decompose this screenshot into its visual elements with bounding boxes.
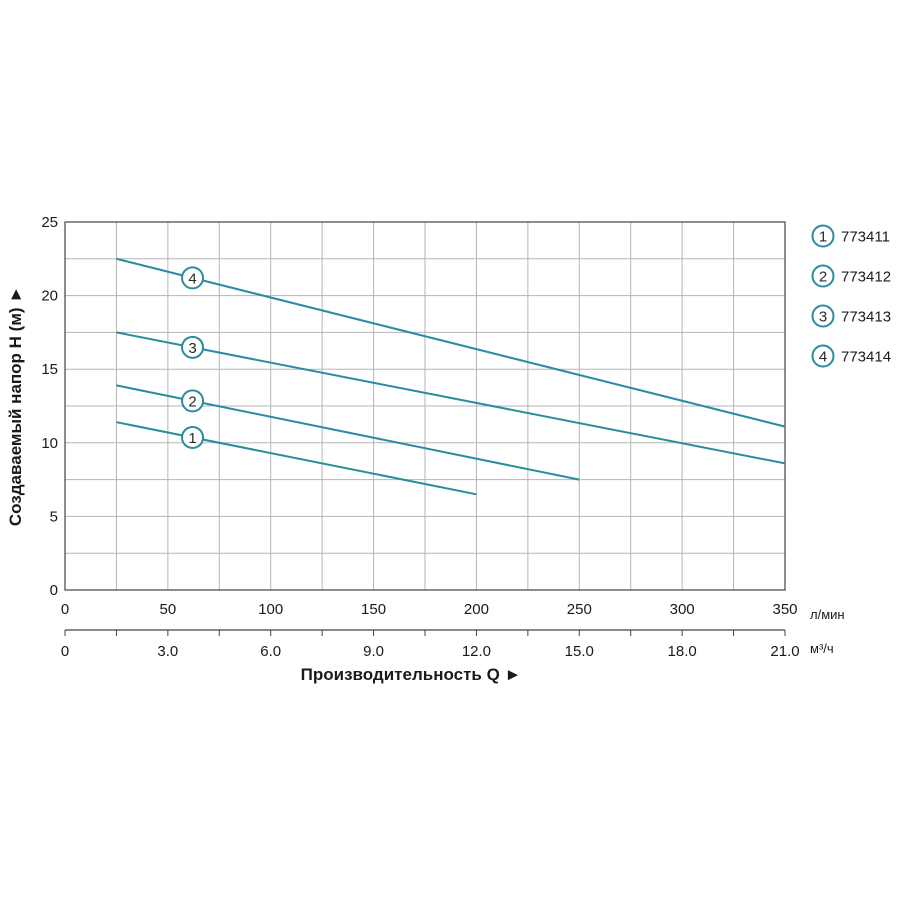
legend-entry-label: 773413 xyxy=(841,309,891,326)
x2-tick-label: 18.0 xyxy=(668,643,697,660)
x-tick-label: 50 xyxy=(160,601,177,618)
x-tick-label: 350 xyxy=(772,601,797,618)
series-773412: 2 xyxy=(116,384,580,481)
x2-tick-label: 15.0 xyxy=(565,643,594,660)
series-badge-2 xyxy=(181,389,205,413)
x-tick-label: 150 xyxy=(361,601,386,618)
x-tick-label: 300 xyxy=(670,601,695,618)
series-badge-3 xyxy=(181,335,205,359)
x-tick-label: 250 xyxy=(567,601,592,618)
series-line-773413 xyxy=(116,331,786,465)
series-layer: 1 2 3 4 xyxy=(116,257,786,496)
series-773411: 1 xyxy=(116,421,477,496)
x2-tick-label: 0 xyxy=(61,643,69,660)
y-tick-label: 20 xyxy=(41,288,58,305)
y-tick-label: 5 xyxy=(50,508,58,525)
legend-marker-label: 2 xyxy=(819,269,827,286)
y-tick-label: 25 xyxy=(41,214,58,231)
legend-badge xyxy=(811,304,835,328)
plot-frame xyxy=(64,221,786,591)
x-unit-primary: л/мин xyxy=(810,607,845,622)
legend-marker-label: 3 xyxy=(819,309,827,326)
series-line-773414 xyxy=(116,257,786,428)
series-badge-label: 2 xyxy=(188,393,196,410)
legend-badge xyxy=(811,224,835,248)
x-unit-secondary: м³/ч xyxy=(810,641,834,656)
series-773413: 3 xyxy=(116,331,786,465)
legend-item-773413: 3 773413 xyxy=(811,304,891,328)
series-badge-label: 1 xyxy=(188,430,196,447)
x2-tick-label: 3.0 xyxy=(157,643,178,660)
x-tick-label: 100 xyxy=(258,601,283,618)
legend-item-773411: 1 773411 xyxy=(811,224,890,248)
x-tick-label: 0 xyxy=(61,601,69,618)
legend-entry-label: 773411 xyxy=(841,229,890,246)
y-tick-label: 0 xyxy=(50,582,58,599)
y-tick-label: 10 xyxy=(41,435,58,452)
legend-item-773414: 4 773414 xyxy=(811,344,891,368)
x-axis-title: Производительность Q ► xyxy=(301,665,522,684)
series-773414: 4 xyxy=(116,257,786,428)
series-badge-label: 3 xyxy=(188,340,196,357)
legend-badge xyxy=(811,344,835,368)
legend-entry-label: 773412 xyxy=(841,269,891,286)
legend-entry-label: 773414 xyxy=(841,349,891,366)
series-line-773411 xyxy=(116,421,477,496)
x-tick-label: 200 xyxy=(464,601,489,618)
series-badge-4 xyxy=(181,266,205,290)
y-tick-label: 15 xyxy=(41,361,58,378)
x2-tick-label: 6.0 xyxy=(260,643,281,660)
legend: 1 773411 2 773412 3 773413 4 773414 xyxy=(811,224,891,368)
series-badge-label: 4 xyxy=(188,270,196,287)
legend-item-773412: 2 773412 xyxy=(811,264,891,288)
y-axis-title: Создаваемый напор H (м) ► xyxy=(6,286,25,526)
legend-marker-label: 4 xyxy=(819,349,827,366)
grid-layer xyxy=(65,222,785,590)
x2-tick-label: 12.0 xyxy=(462,643,491,660)
x2-tick-label: 21.0 xyxy=(770,643,799,660)
series-badge-1 xyxy=(181,425,205,449)
legend-badge xyxy=(811,264,835,288)
x2-tick-label: 9.0 xyxy=(363,643,384,660)
legend-marker-label: 1 xyxy=(819,229,827,246)
